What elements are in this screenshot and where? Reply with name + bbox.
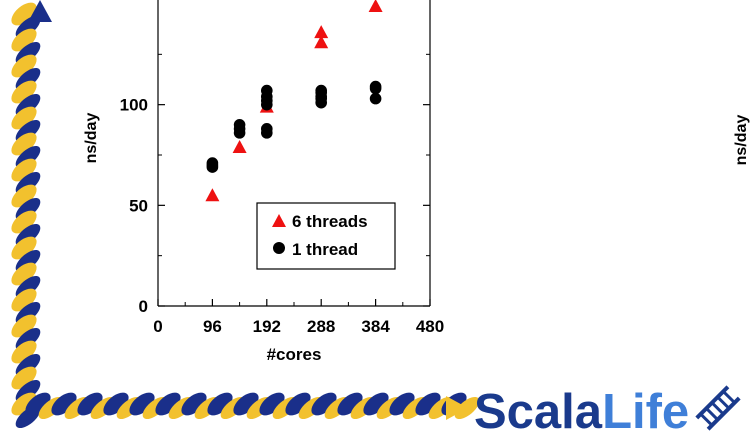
rope-strand-light — [11, 236, 37, 260]
ladder-rail-top — [695, 385, 730, 420]
data-point-circle — [315, 84, 328, 97]
rope-strand-light — [11, 28, 37, 52]
rope-border-decoration — [11, 0, 480, 429]
data-point-triangle — [314, 25, 329, 39]
rope-strand-light — [11, 210, 37, 234]
ladder-icon — [695, 385, 741, 431]
series-6-threads — [205, 0, 383, 202]
data-point-circle — [261, 84, 273, 97]
rope-strand-dark — [103, 392, 129, 416]
x-tick-label: 96 — [203, 317, 222, 336]
x-tick-label: 480 — [416, 317, 444, 336]
rope-arrow-up-icon — [28, 0, 52, 22]
rope-strand-dark — [285, 392, 311, 416]
right-panel-y-axis-label: ns/day — [733, 115, 750, 166]
data-point-circle — [369, 92, 382, 105]
rope-strand-dark — [51, 392, 77, 416]
rope-strand-light — [11, 288, 37, 312]
rope-strand-dark — [25, 392, 51, 416]
rope-strand-light — [11, 314, 37, 338]
legend: 6 threads 1 thread — [256, 202, 396, 270]
rope-strand-light — [11, 340, 37, 364]
rope-strand-dark — [337, 392, 363, 416]
x-tick-label: 0 — [153, 317, 162, 336]
axis-ticks: 0 96 192 288 384 480 0 50 100 — [120, 53, 444, 336]
rope-strand-light — [11, 80, 37, 104]
logo-text-life: Life — [602, 385, 689, 438]
legend-box — [256, 202, 396, 270]
rope-strand-light — [11, 392, 37, 416]
rope-strand-dark — [363, 392, 389, 416]
rope-strand-dark — [311, 392, 337, 416]
rope-strand-dark — [389, 392, 415, 416]
y-tick-label: 0 — [139, 297, 148, 316]
data-points — [205, 0, 383, 202]
legend-marker-6-threads — [272, 214, 286, 227]
rope-strand-light — [11, 132, 37, 156]
ns-per-day-chart: 0 96 192 288 384 480 0 50 100 #cores ns/day 6 th… — [83, 0, 444, 364]
rope-strand-light — [11, 262, 37, 286]
data-point-triangle — [205, 188, 220, 202]
rope-strand-light — [11, 184, 37, 208]
data-point-triangle — [368, 0, 383, 13]
rope-strand-light — [11, 106, 37, 130]
x-tick-label: 384 — [361, 317, 390, 336]
data-point-circle — [233, 119, 246, 131]
data-point-circle — [206, 157, 219, 169]
scalalife-logo: ScalaLife — [474, 385, 741, 438]
data-point-triangle — [232, 139, 247, 153]
legend-label-6-threads: 6 threads — [292, 212, 368, 231]
rope-strand-dark — [155, 392, 181, 416]
series-1-thread — [206, 80, 382, 173]
legend-marker-1-thread — [273, 242, 285, 254]
rope-strand-dark — [233, 392, 259, 416]
rope-strand-dark — [129, 392, 155, 416]
rope-strand-dark — [415, 392, 441, 416]
data-point-circle — [261, 123, 273, 135]
x-axis-label: #cores — [267, 345, 322, 364]
rope-strand-dark — [77, 392, 103, 416]
ladder-rung — [710, 401, 725, 416]
rope-arrow-right-icon — [446, 396, 468, 420]
y-tick-label: 50 — [129, 196, 148, 215]
rope-strand-light — [11, 54, 37, 78]
rope-strand-dark — [259, 392, 285, 416]
x-tick-label: 288 — [307, 317, 335, 336]
ladder-rung — [705, 407, 719, 421]
rope-strand-light — [11, 2, 37, 26]
ladder-rail-bottom — [706, 396, 741, 431]
rope-strand-dark — [207, 392, 233, 416]
ladder-rung — [699, 412, 714, 427]
rope-strand-dark — [181, 392, 207, 416]
rope-strand-light — [11, 366, 37, 390]
ladder-rung — [716, 395, 731, 410]
y-tick-label: 100 — [120, 96, 148, 115]
logo-text-scala: Scala — [474, 385, 603, 438]
y-axis-label: ns/day — [83, 113, 100, 164]
logo-wordmark: ScalaLife — [474, 385, 689, 438]
data-point-circle — [369, 80, 382, 93]
data-point-triangle — [314, 35, 329, 49]
x-tick-label: 192 — [253, 317, 281, 336]
legend-label-1-thread: 1 thread — [292, 240, 358, 259]
rope-strand-light — [11, 158, 37, 182]
ladder-rung — [722, 390, 736, 404]
